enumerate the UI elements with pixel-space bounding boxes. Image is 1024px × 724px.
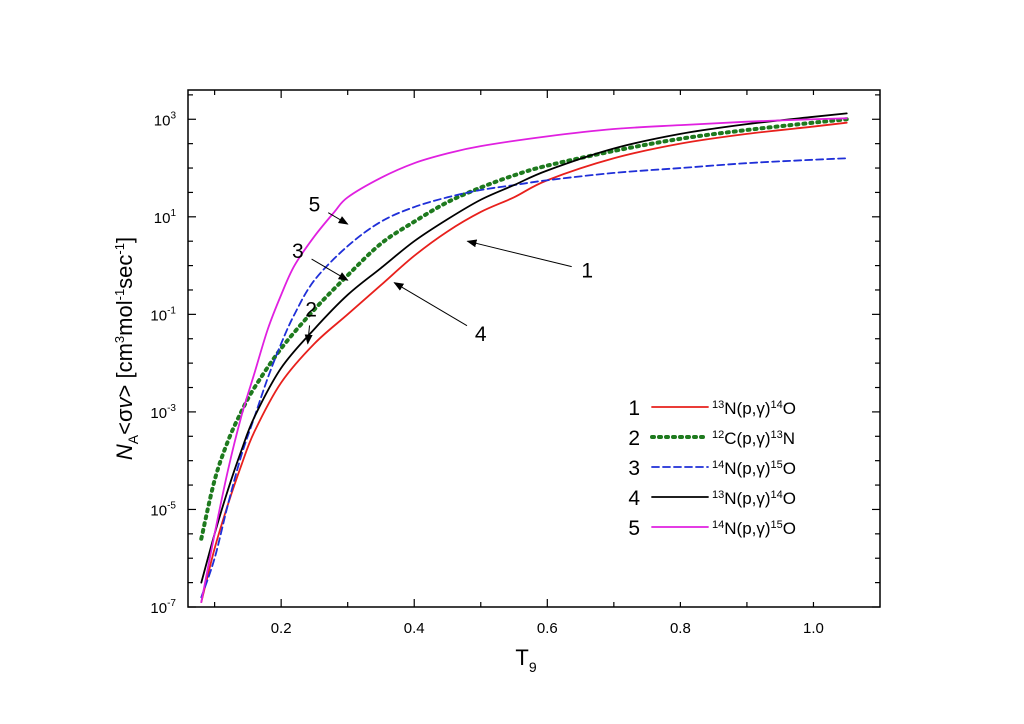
x-tick-labels: 0.2 0.4 0.6 0.8 1.0 (271, 620, 824, 637)
axis-ticks (188, 90, 880, 608)
x-tick-label: 0.4 (404, 620, 425, 637)
series-line-3 (200, 157, 848, 599)
annotation-label-5: 5 (309, 194, 321, 217)
annotation-label-4: 4 (475, 323, 487, 346)
plot-frame (187, 89, 881, 608)
legend-number-3: 3 (628, 457, 640, 480)
annotation-label-3: 3 (292, 240, 304, 263)
legend-number-5: 5 (628, 517, 640, 540)
legend-number-4: 4 (628, 487, 640, 510)
annotation-arrow-5 (327, 212, 349, 225)
legend-number-1: 1 (628, 397, 640, 420)
annotation-arrow-1 (466, 239, 572, 268)
legend-label-3: 14N(p,γ)15O (712, 459, 796, 478)
series-line-2 (199, 117, 849, 541)
series-line-5 (200, 117, 848, 604)
y-axis-title: NA<σv> [cm3mol-1sec-1] (112, 237, 141, 460)
annotation-label-1: 1 (581, 259, 593, 282)
y-tick-label: 103 (154, 110, 177, 129)
series-layer (199, 112, 849, 604)
annotation-arrow-3 (311, 258, 349, 281)
legend-label-2: 12C(p,γ)13N (712, 429, 795, 448)
legend: 1 13N(p,γ)14O 2 12C(p,γ)13N 3 14N(p,γ)15O 4 13N… (628, 397, 796, 540)
y-tick-label: 10-7 (150, 598, 176, 617)
annotation-arrow-2 (304, 325, 313, 345)
y-tick-label: 10-5 (150, 500, 176, 519)
series-line-4 (200, 112, 848, 584)
series-line-1 (200, 121, 848, 604)
legend-number-2: 2 (628, 427, 640, 450)
annotation-label-2: 2 (305, 298, 317, 321)
y-tick-labels: 10-7 10-5 10-3 10-1 101 103 (150, 110, 176, 617)
legend-label-4: 13N(p,γ)14O (712, 489, 796, 508)
x-axis-title: T9 (515, 645, 536, 675)
legend-label-5: 14N(p,γ)15O (712, 519, 796, 538)
curve-annotations: 53 2 1 4 (292, 194, 593, 346)
y-tick-label: 101 (154, 208, 177, 227)
x-tick-label: 1.0 (803, 620, 824, 637)
x-tick-label: 0.8 (670, 620, 691, 637)
annotation-arrow-4 (393, 282, 468, 327)
legend-label-1: 13N(p,γ)14O (712, 399, 796, 418)
y-tick-label: 10-3 (150, 403, 176, 422)
y-tick-label: 10-1 (150, 305, 176, 324)
x-tick-label: 0.6 (537, 620, 558, 637)
x-tick-label: 0.2 (271, 620, 292, 637)
